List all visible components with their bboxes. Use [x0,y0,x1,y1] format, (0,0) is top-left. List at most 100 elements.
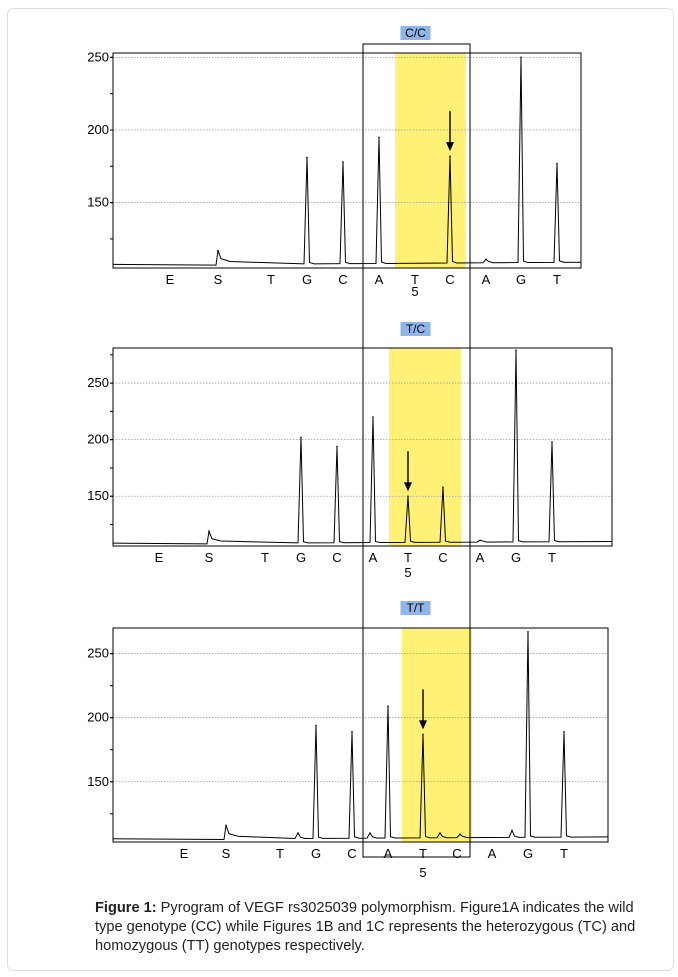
y-tick-label-150: 150 [87,488,109,503]
peak-C-4 [449,155,451,157]
pyrogram-panel-3: 150 200 250 E S T G C A T C A G T 5 T/T [87,601,609,880]
peak-C-3 [351,730,353,733]
dispensation-label-G: G [302,272,312,287]
dispensation-label-T: T [276,846,284,861]
dispensation-label-G: G [523,846,533,861]
dispensation-label-T: T [261,550,269,565]
peak-A-5 [387,705,389,707]
arrow-head [446,142,454,152]
y-tick-label-250: 250 [87,49,109,64]
peak-T-8 [551,441,553,443]
plot-frame [112,52,582,269]
dispensation-label-E: E [166,272,175,287]
dispensation-label-C: C [347,846,356,861]
dispensation-label-E: E [155,550,164,565]
variant-highlight-band [395,53,466,268]
dispensation-label-G: G [311,846,321,861]
peak-A-5 [485,258,487,261]
dispensation-label-S: S [222,846,231,861]
peak-G-10 [527,631,529,633]
peak-S-0 [217,249,219,252]
dispensation-label-C: C [452,846,461,861]
dispensation-label-A: A [384,846,393,861]
figure-caption: Figure 1: Pyrogram of VEGF rs3025039 pol… [95,899,665,956]
dispensation-label-T: T [419,846,427,861]
caption-text: Pyrogram of VEGF rs3025039 polymorphism.… [95,900,636,954]
y-tick-label-150: 150 [87,774,109,789]
pyrogram-trace [112,631,609,840]
arrow-head [419,720,427,730]
peak-C-7 [439,832,441,834]
y-tick-label-250: 250 [87,646,109,661]
arrow-head [404,482,412,492]
dispensation-label-C: C [438,550,447,565]
dispensation-label-A: A [476,550,485,565]
figure-card [7,8,674,971]
peak-C-5 [442,486,444,488]
peak-G-1 [300,436,302,439]
y-tick-label-200: 200 [87,122,109,137]
peak-A-3 [378,136,380,139]
variant-highlight-band [402,628,472,842]
peak-S-0 [208,530,210,533]
position-label: 5 [404,565,411,580]
peak-T-4 [407,495,409,498]
peak-S-0 [225,824,227,827]
genotype-label: C/C [405,26,426,40]
genotype-badge-bg [400,601,431,615]
dispensation-label-C: C [338,272,347,287]
peak-G-2 [315,724,317,727]
y-tick-label-200: 200 [87,432,109,447]
dispensation-label-G: G [516,272,526,287]
dispensation-label-A: A [375,272,384,287]
peak-T-6 [422,733,424,736]
dispensation-label-A: A [488,846,497,861]
peak-A-9 [511,829,513,832]
genotype-label: T/T [407,601,426,615]
dispensation-label-T: T [548,550,556,565]
dispensation-label-G: G [296,550,306,565]
dispensation-label-T: T [560,846,568,861]
genotype-badge-bg [400,26,431,40]
caption-label: Figure 1: [95,900,157,916]
position-label: 5 [419,865,426,880]
dispensation-label-A: A [482,272,491,287]
dispensation-label-C: C [332,550,341,565]
genotype-badge-bg [400,322,431,336]
plot-frame [112,627,609,843]
y-tick-label-250: 250 [87,375,109,390]
pyrogram-trace [112,57,582,266]
variant-highlight-band [389,348,461,546]
dispensation-label-T: T [553,272,561,287]
variant-region-box [362,43,471,858]
y-tick-label-200: 200 [87,710,109,725]
peak-G-7 [515,349,517,352]
dispensation-label-T: T [404,550,412,565]
dispensation-label-A: A [369,550,378,565]
dispensation-label-T: T [411,272,419,287]
peak-G-1 [306,156,308,159]
peak-G-6 [520,56,522,59]
dispensation-label-S: S [205,550,214,565]
peak-C-2 [342,161,344,163]
dispensation-label-S: S [214,272,223,287]
peak-A-6 [479,539,481,542]
peak-A-4 [369,832,371,834]
peak-C-2 [336,445,338,448]
dispensation-label-C: C [445,272,454,287]
peak-T-1 [297,832,299,834]
position-label: 5 [411,284,418,299]
peak-A-3 [372,416,374,418]
dispensation-label-G: G [511,550,521,565]
peak-T-11 [563,730,565,733]
dispensation-label-T: T [267,272,275,287]
peak-A-8 [459,833,461,836]
genotype-label: T/C [406,322,426,336]
dispensation-label-E: E [180,846,189,861]
pyrogram-trace [112,350,613,545]
peak-T-7 [556,162,558,165]
